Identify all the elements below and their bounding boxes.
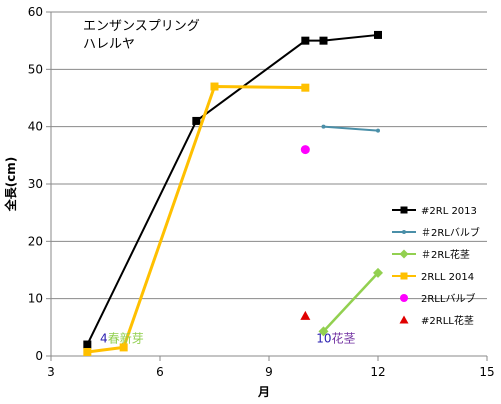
y-tick-label: 50	[28, 62, 43, 76]
series-2RLL 2014	[83, 82, 310, 356]
legend-label: ＃2RLバルブ	[421, 226, 480, 239]
legend-entry: 2RLL 2014	[392, 272, 474, 283]
data-point	[376, 128, 380, 133]
y-tick-label: 20	[28, 234, 43, 248]
data-point	[400, 294, 408, 302]
series-2RLLバルブ	[300, 145, 310, 155]
legend-label: #2RLL花茎	[421, 314, 474, 327]
legend-entry: ＃2RLバルブ	[392, 226, 480, 239]
data-point	[300, 310, 311, 320]
annotation-text: 春新芽	[108, 331, 144, 346]
data-point	[83, 340, 92, 349]
data-point	[400, 206, 408, 214]
data-point	[399, 249, 409, 259]
data-point	[373, 267, 383, 278]
x-tick-label: 15	[479, 365, 494, 379]
x-tick-label: 9	[265, 365, 273, 379]
data-point	[321, 124, 326, 129]
chart-title-line: エンザンスプリング	[83, 19, 200, 34]
x-tick-label: 6	[156, 365, 164, 379]
data-point	[301, 83, 310, 92]
series-＃2RL花茎	[318, 267, 383, 337]
annotation: 4春新芽	[100, 331, 144, 346]
data-point	[402, 230, 406, 234]
data-point	[318, 326, 329, 337]
grid-lines	[51, 11, 487, 300]
data-point	[192, 116, 201, 125]
series-#2RLL花茎	[300, 310, 311, 320]
series-line	[87, 85, 306, 354]
legend-entry: #2RLL花茎	[399, 314, 474, 327]
x-tick-label: 3	[47, 365, 55, 379]
y-tick-label: 30	[28, 177, 43, 191]
data-point	[119, 343, 128, 352]
data-point	[301, 36, 310, 45]
series-line	[322, 272, 379, 333]
y-tick-label: 10	[28, 292, 43, 306]
legend-label: #2RL 2013	[421, 206, 477, 217]
data-point	[210, 82, 219, 91]
series-layer	[83, 30, 383, 356]
legend-entry: #2RL 2013	[392, 206, 477, 217]
annotation-text: 花茎	[332, 331, 356, 346]
y-axis-title: 全長(cm)	[3, 157, 18, 213]
x-tick-label: 12	[370, 365, 385, 379]
data-point	[300, 145, 310, 155]
data-point	[374, 30, 382, 39]
y-tick-label: 60	[28, 5, 43, 19]
annotations: 4春新芽 10花茎	[100, 331, 355, 346]
data-point	[319, 36, 328, 45]
chart-title-line: ハレルヤ	[83, 37, 135, 52]
annotation-number: 10	[316, 332, 331, 346]
legend-entry: ＃2RL花茎	[392, 248, 470, 261]
data-point	[399, 315, 409, 324]
x-axis-title: 月	[257, 385, 270, 399]
axes: 0 10 20 30 40 50 60 3 6 9 12 15 月 全長(cm)	[3, 5, 495, 399]
series-#2RL 2013	[83, 30, 382, 349]
annotation: 10花茎	[316, 331, 355, 346]
legend: #2RL 2013 ＃2RLバルブ ＃2RL花茎 2RLL 2014 2RLLバルブ #2…	[392, 206, 480, 327]
series-line	[86, 33, 379, 345]
legend-label: ＃2RL花茎	[421, 248, 470, 261]
data-point	[83, 347, 92, 356]
legend-label: 2RLLバルブ	[421, 292, 475, 305]
legend-entry: 2RLLバルブ	[400, 292, 475, 305]
series-line	[323, 125, 379, 132]
legend-label: 2RLL 2014	[421, 272, 474, 283]
y-tick-label: 0	[35, 349, 43, 363]
series-＃2RLバルブ	[321, 124, 380, 133]
annotation-number: 4	[100, 332, 108, 346]
y-tick-label: 40	[28, 120, 43, 134]
data-point	[400, 272, 408, 280]
